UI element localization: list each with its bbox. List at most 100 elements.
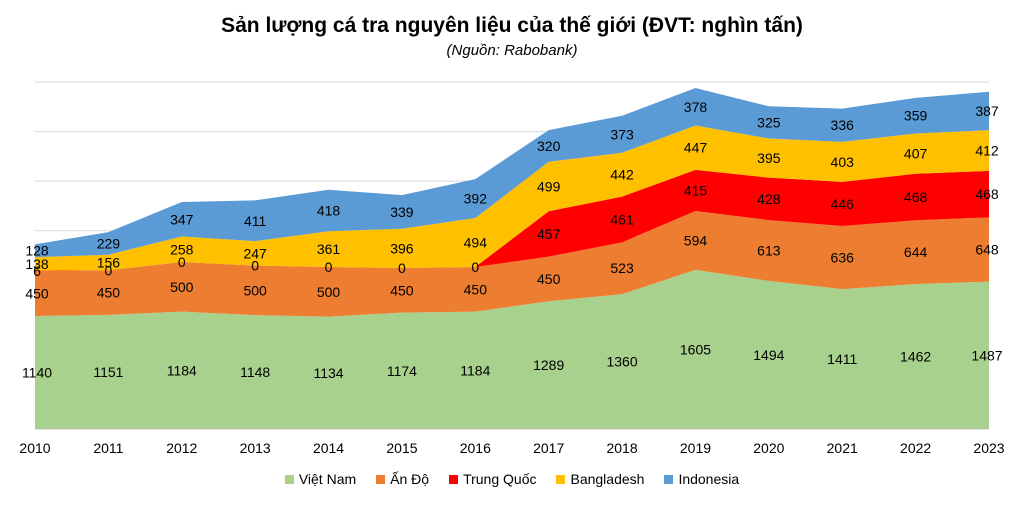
data-label: 378 (684, 99, 708, 115)
x-tick-label: 2023 (973, 440, 1004, 456)
data-label: 1184 (167, 362, 197, 378)
x-tick-label: 2014 (313, 440, 344, 456)
legend-swatch (664, 474, 674, 484)
data-label: 500 (170, 279, 194, 295)
data-labels: 1140 1151 1184 1148 1134 1174 1184 1289 1360 1605… (22, 99, 1003, 381)
data-label: 411 (244, 213, 267, 229)
x-tick-label: 2018 (606, 440, 637, 456)
data-label: 415 (684, 182, 708, 198)
x-tick-label: 2020 (753, 440, 784, 456)
x-axis-ticks: 2010 2011 2012 2013 2014 2015 2016 2017 2018 2019… (19, 428, 1005, 456)
data-label: 644 (904, 244, 928, 260)
data-label: 359 (904, 108, 928, 124)
data-label: 418 (317, 202, 341, 218)
data-label: 636 (831, 250, 855, 266)
legend-item: Indonesia (664, 471, 739, 487)
legend-swatch (376, 474, 386, 484)
data-label: 1411 (827, 351, 857, 367)
data-label: 446 (831, 196, 855, 212)
area-series-0 (35, 269, 989, 429)
legend-swatch (449, 474, 459, 484)
data-label: 1148 (240, 364, 270, 380)
x-tick-label: 2010 (19, 440, 50, 456)
data-label: 648 (975, 241, 999, 257)
area-series-1 (35, 210, 989, 317)
data-label: 523 (610, 260, 634, 276)
legend-item: Trung Quốc (449, 471, 536, 487)
data-label: 1134 (313, 365, 343, 381)
data-label: 1462 (900, 349, 931, 365)
data-label: 500 (243, 282, 267, 298)
data-label: 325 (757, 114, 781, 130)
data-label: 428 (757, 191, 781, 207)
legend-item: Việt Nam (284, 471, 356, 487)
data-label: 1151 (93, 364, 123, 380)
legend-label: Ấn Độ (390, 471, 430, 487)
legend-swatch (284, 474, 294, 484)
data-label: 392 (464, 191, 488, 207)
legend-item: Ấn Độ (376, 471, 429, 487)
legend-label: Bangladesh (570, 471, 645, 487)
legend-item: Bangladesh (556, 471, 644, 487)
data-label: 450 (390, 282, 414, 298)
data-label: 1360 (606, 354, 637, 370)
data-label: 247 (243, 245, 267, 261)
data-label: 0 (178, 254, 186, 270)
x-tick-label: 2012 (166, 440, 197, 456)
data-label: 0 (325, 259, 333, 275)
data-label: 450 (97, 285, 121, 301)
data-label: 339 (390, 204, 414, 220)
data-label: 1487 (971, 347, 1002, 363)
series-areas (35, 88, 989, 429)
data-label: 347 (170, 211, 194, 227)
data-label: 457 (537, 226, 561, 242)
data-label: 320 (537, 138, 561, 154)
data-label: 396 (390, 240, 414, 256)
data-label: 395 (757, 150, 781, 166)
legend: Việt Nam Ấn Độ Trung Quốc Bangladesh Indones… (0, 471, 1024, 487)
chart-subtitle: (Nguồn: Rabobank) (446, 42, 578, 59)
data-label: 387 (975, 103, 999, 119)
data-label: 1174 (387, 363, 417, 379)
data-label: 258 (170, 241, 194, 257)
data-label: 373 (610, 126, 634, 142)
x-tick-label: 2022 (900, 440, 931, 456)
data-label: 0 (471, 259, 479, 275)
data-label: 6 (33, 263, 41, 279)
data-label: 494 (464, 235, 488, 251)
data-label: 442 (610, 167, 634, 183)
data-label: 0 (251, 258, 259, 274)
x-tick-label: 2015 (386, 440, 417, 456)
data-label: 468 (904, 189, 928, 205)
legend-swatch (556, 474, 566, 484)
x-tick-label: 2019 (680, 440, 711, 456)
x-tick-label: 2011 (93, 440, 123, 456)
data-label: 128 (25, 243, 49, 259)
x-tick-label: 2016 (460, 440, 491, 456)
data-label: 0 (104, 262, 112, 278)
data-label: 499 (537, 179, 561, 195)
data-label: 1140 (22, 364, 52, 380)
data-label: 138 (25, 256, 49, 272)
data-label: 500 (317, 284, 341, 300)
data-label: 336 (831, 117, 855, 133)
data-label: 594 (684, 232, 708, 248)
data-label: 461 (610, 211, 634, 227)
area-series-2 (35, 169, 989, 272)
data-label: 447 (684, 140, 708, 156)
legend-label: Trung Quốc (463, 471, 537, 487)
data-label: 1184 (460, 362, 490, 378)
data-label: 450 (25, 286, 49, 302)
data-label: 450 (537, 271, 561, 287)
area-series-3 (35, 125, 989, 271)
x-tick-label: 2021 (827, 440, 858, 456)
data-label: 1605 (680, 341, 711, 357)
data-label: 468 (975, 186, 999, 202)
data-label: 412 (975, 143, 999, 159)
data-label: 1289 (533, 357, 564, 373)
legend-label: Indonesia (678, 471, 740, 487)
area-series-4 (35, 88, 989, 258)
chart-title: Sản lượng cá tra nguyên liệu của thế giớ… (221, 14, 803, 37)
data-label: 361 (317, 241, 341, 257)
